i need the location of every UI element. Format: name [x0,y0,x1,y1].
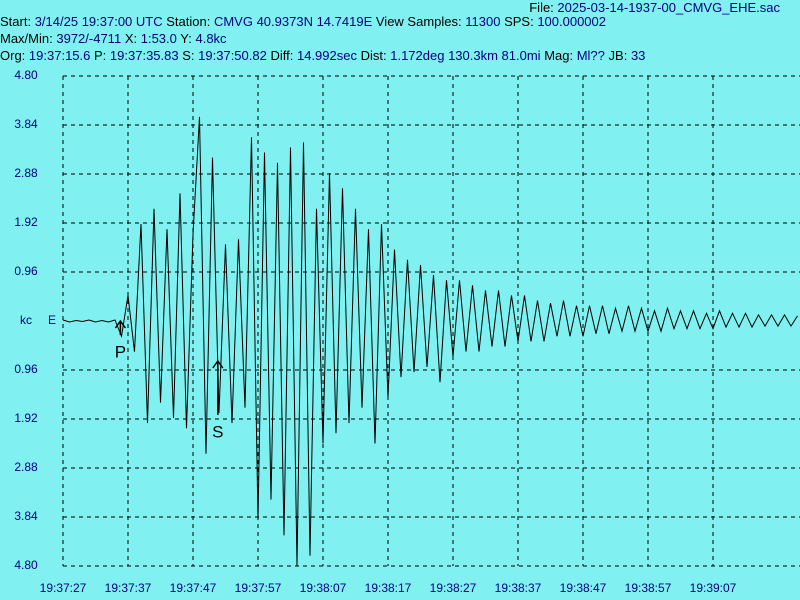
x-tick-label: 19:37:27 [40,581,87,595]
x-tick-label: 19:38:07 [300,581,347,595]
info-value: Ml?? [577,48,605,63]
info-value: 2025-03-14-1937-00_CMVG_EHE.sac [557,0,780,15]
y-tick-label: 2.88 [14,166,38,180]
info-line: Max/Min: 3972/-4711 X: 1:53.0 Y: 4.8kc [0,31,227,46]
info-value: 100.000002 [537,14,606,29]
info-value: 19:37:15.6 [29,48,90,63]
info-label: S: [182,48,194,63]
waveform [62,116,798,567]
pick-label: P [115,342,126,361]
info-label: Mag: [544,48,573,63]
info-label: Diff: [270,48,293,63]
y-tick-label: 2.88 [14,460,38,474]
info-label: Org: [0,48,25,63]
x-tick-label: 19:37:57 [235,581,282,595]
info-value: 1:53.0 [141,31,177,46]
pick-arrow [114,319,127,335]
info-value: 3/14/25 19:37:00 UTC [35,14,163,29]
info-line: Org: 19:37:15.6 P: 19:37:35.83 S: 19:37:… [0,48,645,63]
y-tick-label: 0.96 [14,264,38,278]
info-label: Dist: [361,48,387,63]
x-tick-label: 19:38:47 [560,581,607,595]
pick-label: S [212,422,223,441]
y-tick-label: 4.80 [14,558,38,572]
x-tick-label: 19:38:27 [430,581,477,595]
y-tick-label: 3.84 [14,509,38,523]
x-tick-label: 19:38:17 [365,581,412,595]
info-value: 19:37:50.82 [198,48,267,63]
info-value: 3972/-4711 [56,31,121,46]
info-value: 14.992sec [297,48,357,63]
info-label: P: [94,48,106,63]
info-label: X: [125,31,137,46]
y-tick-label: 4.80 [14,68,38,82]
y-tick-label: 0.96 [14,362,38,376]
x-tick-label: 19:37:47 [170,581,217,595]
info-label: Y: [180,31,192,46]
info-label: SPS: [504,14,534,29]
y-tick-label: 1.92 [14,411,38,425]
info-value: CMVG 40.9373N 14.7419E [214,14,373,29]
info-line: File: 2025-03-14-1937-00_CMVG_EHE.sac [529,0,780,15]
info-value: 11300 [465,14,500,29]
x-tick-label: 19:39:07 [690,581,737,595]
info-value: 4.8kc [195,31,227,46]
unit-label: kc [20,313,32,327]
info-label: Max/Min: [0,31,53,46]
info-label: Station: [166,14,210,29]
y-tick-label: 3.84 [14,117,38,131]
x-tick-label: 19:38:37 [495,581,542,595]
channel-label: E [48,313,56,327]
info-value: 1.172deg 130.3km 81.0mi [390,48,540,63]
info-line: Start: 3/14/25 19:37:00 UTC Station: CMV… [0,14,606,29]
info-label: File: [529,0,554,15]
x-tick-label: 19:37:37 [105,581,152,595]
x-tick-label: 19:38:57 [625,581,672,595]
info-label: Start: [0,14,31,29]
pick-arrow [212,359,224,415]
info-value: 33 [631,48,645,63]
info-label: JB: [609,48,628,63]
y-tick-label: 1.92 [14,215,38,229]
info-value: 19:37:35.83 [110,48,179,63]
info-label: View Samples: [376,14,462,29]
